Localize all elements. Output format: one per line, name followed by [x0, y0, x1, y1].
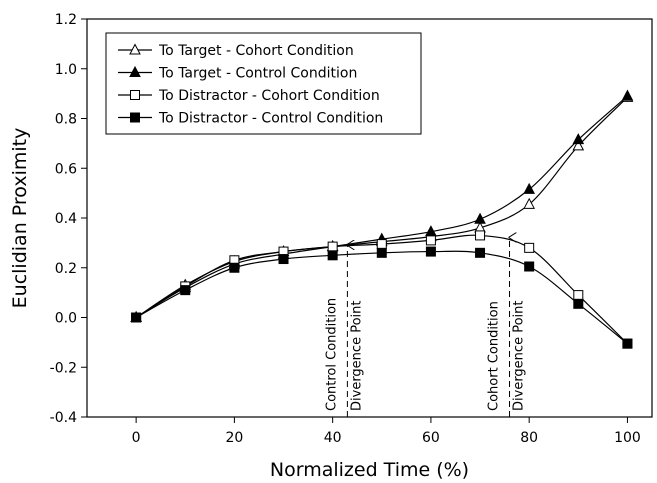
series-line	[135, 250, 628, 345]
legend-marker	[130, 112, 140, 123]
x-tick-label: 40	[324, 430, 342, 446]
y-tick-label: 0.4	[55, 211, 77, 227]
y-tick-label: 1.0	[55, 62, 77, 78]
x-tick-label: 60	[422, 430, 440, 446]
legend: To Target - Cohort Condition To Target - …	[105, 32, 422, 135]
data-point	[524, 261, 535, 272]
annotation-label: Divergence Point	[512, 301, 527, 411]
y-tick-label: 0.0	[55, 311, 77, 327]
data-point	[376, 247, 387, 258]
y-tick-label: 0.8	[55, 112, 77, 128]
data-point	[278, 254, 289, 265]
x-tick-label: 20	[225, 430, 243, 446]
series-layer	[130, 89, 634, 349]
y-tick-label: -0.2	[50, 360, 77, 376]
legend-marker	[129, 43, 141, 55]
data-point	[229, 262, 240, 273]
legend-entry: To Target - Control Condition	[118, 66, 357, 82]
legend-entry: To Distractor - Cohort Condition	[118, 88, 380, 104]
x-tick-label: 0	[132, 430, 141, 446]
x-axis-title: Normalized Time (%)	[270, 459, 469, 481]
y-axis-title: Euclidian Proximity	[9, 128, 31, 309]
legend-entry: To Distractor - Control Condition	[118, 111, 383, 127]
data-point	[474, 212, 486, 224]
annotation-label: Divergence Point	[349, 301, 364, 411]
legend-label: To Distractor - Control Condition	[158, 111, 383, 127]
y-tick-label: 0.2	[55, 261, 77, 277]
annotations: Control Condition Divergence Point Cohort …	[324, 237, 527, 417]
data-point	[425, 246, 436, 257]
data-point	[621, 89, 634, 101]
legend-label: To Distractor - Cohort Condition	[158, 88, 380, 104]
annotation-label: Cohort Condition	[487, 301, 502, 411]
x-tick-label: 100	[614, 430, 641, 446]
data-point	[572, 139, 585, 151]
annotation-label: Control Condition	[324, 298, 339, 411]
legend-box	[105, 32, 422, 135]
x-tick-label: 80	[520, 430, 538, 446]
divergence-annotation: Control Condition Divergence Point	[324, 245, 364, 417]
legend-entry: To Target - Cohort Condition	[118, 43, 354, 59]
legend-label: To Target - Cohort Condition	[158, 43, 354, 59]
data-point	[425, 235, 436, 246]
y-tick-label: 0.6	[55, 161, 77, 177]
data-point	[573, 290, 584, 301]
data-point	[327, 241, 338, 252]
data-point	[622, 338, 633, 349]
data-point	[475, 230, 486, 241]
axes: 0 20 40 60 80 100 -0.4 -0.2 0.0 0.2 0.4 0.6 0.8 1.0 1.…	[50, 12, 641, 446]
data-point	[524, 242, 535, 253]
y-tick-label: 1.2	[55, 12, 77, 28]
legend-marker	[129, 65, 141, 77]
data-point	[523, 182, 536, 194]
divergence-annotation: Cohort Condition Divergence Point	[487, 237, 527, 417]
data-point	[475, 247, 486, 258]
data-point	[523, 197, 536, 209]
data-point	[131, 312, 142, 323]
data-point	[327, 250, 338, 261]
legend-label: To Target - Control Condition	[158, 66, 357, 82]
data-point	[180, 285, 191, 296]
data-point	[573, 298, 584, 309]
data-point	[572, 133, 585, 145]
data-point	[376, 239, 387, 250]
series-4	[131, 246, 633, 349]
y-tick-label: -0.4	[50, 410, 77, 426]
legend-marker	[130, 90, 140, 100]
